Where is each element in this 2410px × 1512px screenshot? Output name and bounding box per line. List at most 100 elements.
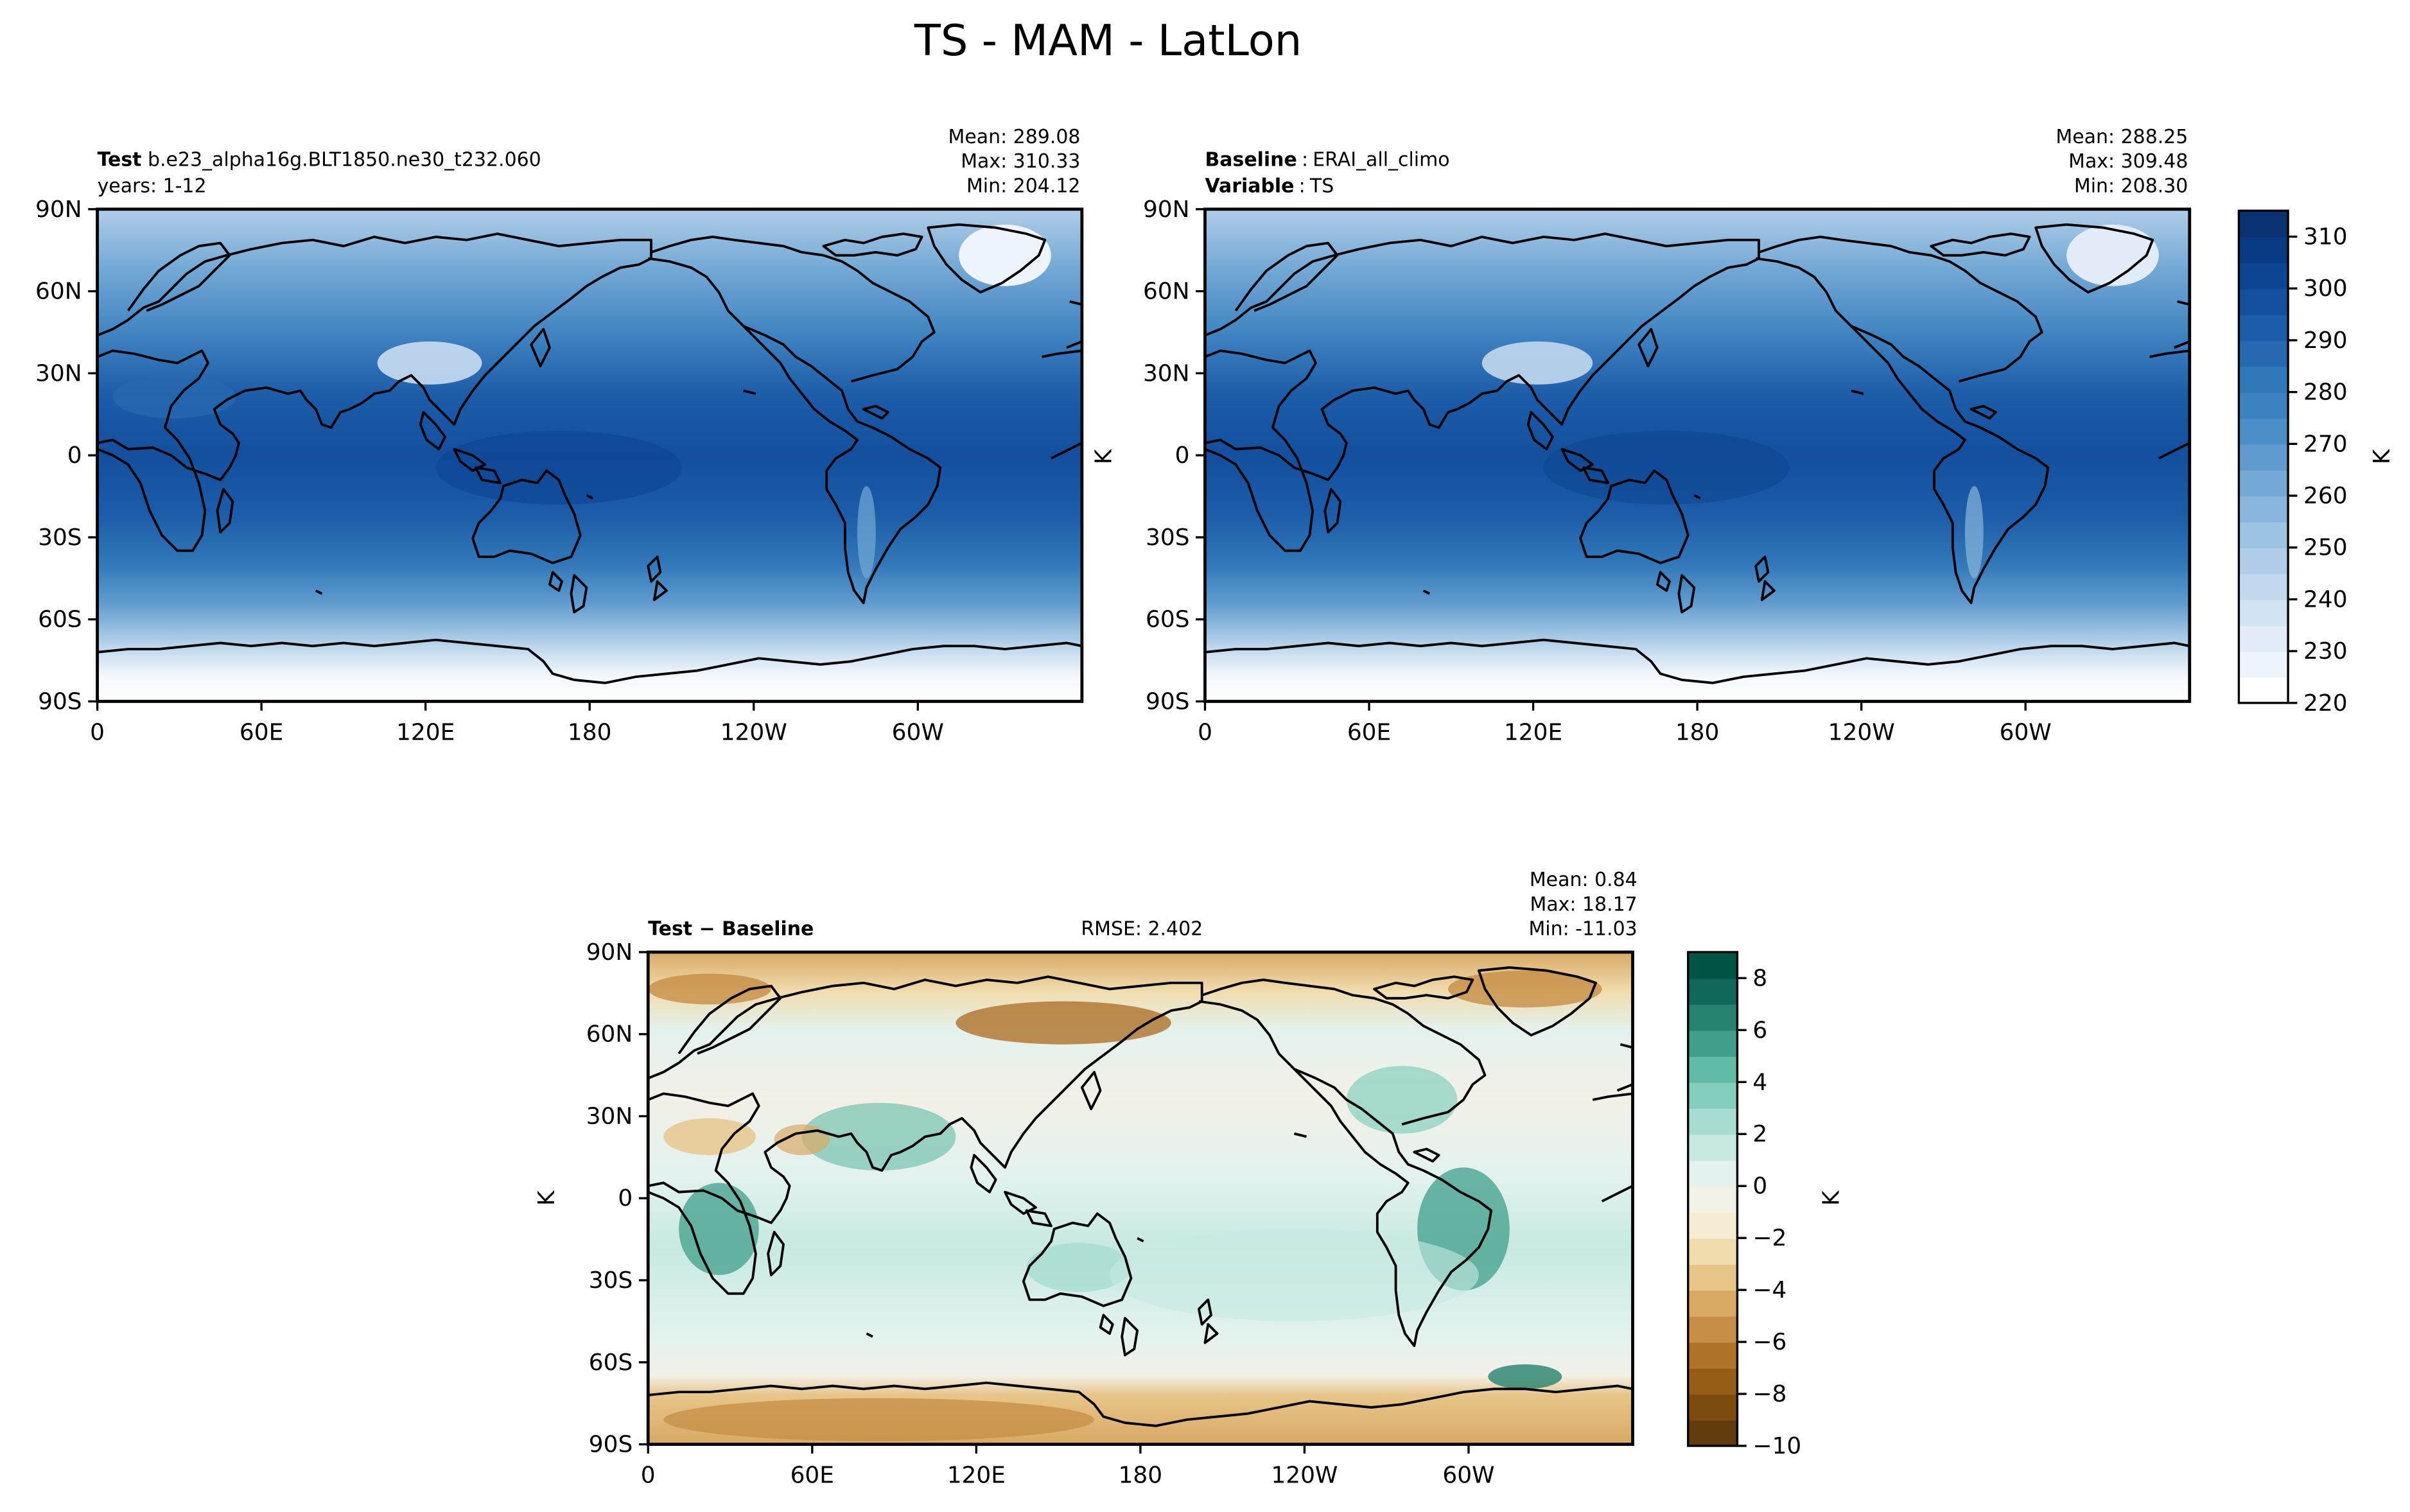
baseline-ytick-label: 0 bbox=[1175, 442, 1190, 469]
diff-stat-min: Min: -11.03 bbox=[1528, 918, 1637, 941]
test-xtick-label: 180 bbox=[568, 719, 612, 745]
abs-colorbar: 310 300 290 280 270 260 250 240 230 220 K bbox=[2237, 209, 2395, 717]
baseline-variable-colon: : bbox=[1299, 175, 1305, 197]
baseline-field-anomalies bbox=[1481, 224, 2159, 578]
diff-colorbar-band bbox=[1688, 1134, 1738, 1161]
diff-colorbar-band bbox=[1688, 1420, 1738, 1447]
baseline-ytick-label: 60S bbox=[1146, 607, 1190, 633]
diff-ytick-label: 90S bbox=[589, 1432, 633, 1458]
test-ytick-label: 90S bbox=[38, 688, 82, 715]
abs-colorbar-band bbox=[2239, 340, 2289, 367]
diff-colorbar-tick-label: −10 bbox=[1752, 1433, 1801, 1459]
baseline-label-text: ERAI_all_climo bbox=[1313, 149, 1449, 171]
baseline-ytick-label: 90S bbox=[1146, 688, 1190, 715]
diff-colorbar-tick-label: −8 bbox=[1752, 1381, 1786, 1407]
diff-colorbar-band bbox=[1688, 1030, 1738, 1057]
abs-colorbar-tick-label: 220 bbox=[2303, 690, 2348, 717]
baseline-greenland-cold bbox=[2066, 224, 2159, 286]
test-stat-max: Max: 310.33 bbox=[961, 150, 1080, 173]
baseline-variable-text: TS bbox=[1309, 175, 1334, 197]
baseline-warm-pool bbox=[1543, 430, 1790, 505]
test-xtick-label: 60W bbox=[892, 719, 944, 745]
baseline-xtick-label: 60W bbox=[2000, 719, 2052, 745]
baseline-ytick-label: 60N bbox=[1143, 279, 1190, 305]
baseline-x-ticks: 0 60E 120E 180 120W 60W bbox=[1198, 701, 2052, 745]
diff-colorbar-tick-label: −2 bbox=[1752, 1225, 1786, 1251]
test-field-anomalies bbox=[112, 224, 1051, 578]
diff-colorbar-tick-label: −6 bbox=[1752, 1329, 1786, 1355]
diff-weddell-green bbox=[1488, 1364, 1562, 1389]
diff-pacific-green bbox=[1109, 1229, 1479, 1321]
diff-colorbar-band bbox=[1688, 1394, 1738, 1421]
baseline-panel: Baseline: ERAI_all_climo Variable: TS Mean… bbox=[1090, 126, 2192, 745]
diff-colorbar-frame bbox=[1687, 951, 1739, 1447]
abs-colorbar-tick-label: 230 bbox=[2303, 638, 2348, 665]
abs-colorbar-band bbox=[2239, 288, 2289, 315]
diff-colorbar-band bbox=[1688, 1212, 1738, 1239]
diff-canada-warm bbox=[1448, 970, 1602, 1008]
test-ytick-label: 30N bbox=[35, 360, 82, 387]
baseline-ytick-label: 30N bbox=[1143, 360, 1190, 387]
diff-xtick-label: 60W bbox=[1442, 1462, 1494, 1488]
baseline-ylabel: K bbox=[1090, 448, 1117, 464]
baseline-stat-min: Min: 208.30 bbox=[2074, 175, 2188, 197]
test-label: Test b.e23_alpha16g.BLT1850.ne30_t232.060 bbox=[98, 149, 541, 171]
abs-colorbar-tick-label: 260 bbox=[2303, 483, 2348, 509]
diff-colorbar-band bbox=[1688, 978, 1738, 1005]
test-xtick-label: 120E bbox=[396, 719, 455, 745]
test-ytick-label: 0 bbox=[67, 442, 82, 469]
diff-stat-max: Max: 18.17 bbox=[1530, 893, 1637, 916]
diff-sahara-brown bbox=[663, 1118, 756, 1156]
diff-ytick-label: 60S bbox=[589, 1350, 633, 1376]
diff-colorbar-band bbox=[1688, 1056, 1738, 1083]
diff-xtick-label: 0 bbox=[641, 1462, 656, 1488]
diff-colorbar-band bbox=[1688, 1004, 1738, 1031]
diff-colorbar-band bbox=[1688, 1186, 1738, 1213]
test-label-bold: Test bbox=[98, 149, 142, 171]
test-warm-pool bbox=[435, 430, 682, 505]
baseline-label-bold: Baseline bbox=[1205, 149, 1297, 171]
test-xtick-label: 60E bbox=[240, 719, 283, 745]
abs-colorbar-band bbox=[2239, 444, 2289, 471]
baseline-ytick-label: 90N bbox=[1143, 196, 1190, 223]
baseline-tibet-cold bbox=[1481, 341, 1593, 385]
test-xtick-label: 0 bbox=[90, 719, 105, 745]
test-tibet-cold bbox=[377, 341, 482, 385]
baseline-label: Baseline: ERAI_all_climo bbox=[1205, 149, 1449, 171]
diff-colorbar-band bbox=[1688, 1316, 1738, 1343]
diff-colorbar-tick-label: 4 bbox=[1752, 1069, 1767, 1095]
test-ytick-label: 90N bbox=[35, 196, 82, 223]
abs-colorbar-band bbox=[2239, 599, 2289, 626]
abs-colorbar-band bbox=[2239, 236, 2289, 264]
baseline-andes bbox=[1964, 486, 1984, 578]
abs-colorbar-band bbox=[2239, 651, 2289, 678]
diff-colorbar-label: K bbox=[1819, 1190, 1845, 1206]
diff-colorbar-band bbox=[1688, 1368, 1738, 1395]
diff-colorbar-band bbox=[1688, 1264, 1738, 1291]
abs-colorbar-ticks: 310 300 290 280 270 260 250 240 230 220 bbox=[2288, 224, 2348, 717]
baseline-xtick-label: 180 bbox=[1675, 719, 1720, 745]
diff-ytick-label: 60N bbox=[586, 1021, 633, 1048]
baseline-ytick-label: 30S bbox=[1146, 525, 1190, 551]
abs-colorbar-band bbox=[2239, 573, 2289, 600]
diff-colorbar-band bbox=[1688, 1082, 1738, 1109]
baseline-xtick-label: 0 bbox=[1198, 719, 1212, 745]
diff-colorbar-tick-label: 6 bbox=[1752, 1017, 1767, 1043]
test-y-ticks: 90N 60N 30N 0 30S 60S 90S bbox=[35, 196, 98, 715]
test-label-text: b.e23_alpha16g.BLT1850.ne30_t232.060 bbox=[148, 149, 541, 171]
baseline-xtick-label: 60E bbox=[1347, 719, 1391, 745]
abs-colorbar-tick-label: 250 bbox=[2303, 535, 2348, 561]
abs-colorbar-tick-label: 270 bbox=[2303, 431, 2348, 457]
abs-colorbar-frame bbox=[2237, 209, 2289, 704]
baseline-stat-mean: Mean: 288.25 bbox=[2056, 126, 2188, 148]
abs-colorbar-bands bbox=[2239, 211, 2289, 704]
abs-colorbar-band bbox=[2239, 392, 2289, 419]
baseline-stat-max: Max: 309.48 bbox=[2068, 150, 2188, 173]
diff-asia-green bbox=[801, 1102, 956, 1171]
diff-y-ticks: 90N 60N 30N 0 30S 60S 90S bbox=[586, 939, 649, 1458]
diff-ytick-label: 30S bbox=[589, 1267, 633, 1294]
diff-colorbar-tick-label: 0 bbox=[1752, 1173, 1767, 1199]
test-stat-mean: Mean: 289.08 bbox=[948, 126, 1081, 148]
abs-colorbar-tick-label: 290 bbox=[2303, 327, 2348, 354]
